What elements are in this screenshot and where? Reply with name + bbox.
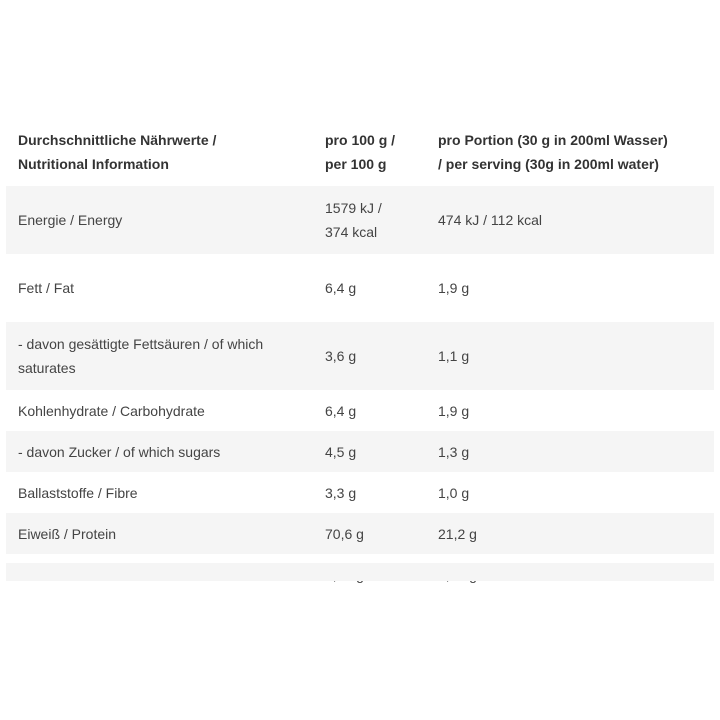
header-line: per 100 g [325, 156, 387, 172]
nutrition-table-container: Durchschnittliche Nährwerte / Nutritional… [6, 118, 714, 595]
row-serving: 21,2 g [428, 513, 714, 554]
row-per100: 1579 kJ / 374 kcal [315, 186, 428, 254]
nutrition-table: Durchschnittliche Nährwerte / Nutritional… [6, 118, 714, 595]
table-footer-band [6, 563, 714, 581]
table-row: Eiweiß / Protein 70,6 g 21,2 g [6, 513, 714, 554]
label-line: saturates [18, 360, 76, 376]
header-line: pro 100 g / [325, 132, 396, 148]
header-row: Durchschnittliche Nährwerte / Nutritional… [6, 118, 714, 186]
table-header: Durchschnittliche Nährwerte / Nutritional… [6, 118, 714, 186]
row-serving: 1,3 g [428, 431, 714, 472]
table-row: Ballaststoffe / Fibre 3,3 g 1,0 g [6, 472, 714, 513]
row-per100: 3,3 g [315, 472, 428, 513]
header-line: Nutritional Information [18, 156, 169, 172]
row-label: Ballaststoffe / Fibre [6, 472, 315, 513]
row-per100: 3,6 g [315, 322, 428, 390]
table-body: Energie / Energy 1579 kJ / 374 kcal 474 k… [6, 186, 714, 595]
row-per100: 6,4 g [315, 254, 428, 322]
table-row: - davon gesättigte Fettsäuren / of which… [6, 322, 714, 390]
table-row: Fett / Fat 6,4 g 1,9 g [6, 254, 714, 322]
row-serving: 1,1 g [428, 322, 714, 390]
row-per100: 6,4 g [315, 390, 428, 431]
header-per-serving: pro Portion (30 g in 200ml Wasser) / per … [428, 118, 714, 186]
value-line: 1579 kJ / [325, 200, 382, 216]
row-serving: 1,9 g [428, 254, 714, 322]
row-label: Energie / Energy [6, 186, 315, 254]
label-line: - davon gesättigte Fettsäuren / of which [18, 336, 264, 352]
row-serving: 1,9 g [428, 390, 714, 431]
header-nutritional-information: Durchschnittliche Nährwerte / Nutritional… [6, 118, 315, 186]
header-line: pro Portion (30 g in 200ml Wasser) [438, 132, 668, 148]
row-per100: 70,6 g [315, 513, 428, 554]
header-line: / per serving (30g in 200ml water) [438, 156, 659, 172]
table-row: - davon Zucker / of which sugars 4,5 g 1… [6, 431, 714, 472]
value-line: 374 kcal [325, 224, 378, 240]
row-per100: 4,5 g [315, 431, 428, 472]
row-label: - davon gesättigte Fettsäuren / of which… [6, 322, 315, 390]
row-label: - davon Zucker / of which sugars [6, 431, 315, 472]
row-label: Fett / Fat [6, 254, 315, 322]
table-row: Kohlenhydrate / Carbohydrate 6,4 g 1,9 g [6, 390, 714, 431]
row-serving: 474 kJ / 112 kcal [428, 186, 714, 254]
row-label: Eiweiß / Protein [6, 513, 315, 554]
row-serving: 1,0 g [428, 472, 714, 513]
header-per-100g: pro 100 g / per 100 g [315, 118, 428, 186]
table-row: Energie / Energy 1579 kJ / 374 kcal 474 k… [6, 186, 714, 254]
header-line: Durchschnittliche Nährwerte / [18, 132, 217, 148]
row-label: Kohlenhydrate / Carbohydrate [6, 390, 315, 431]
